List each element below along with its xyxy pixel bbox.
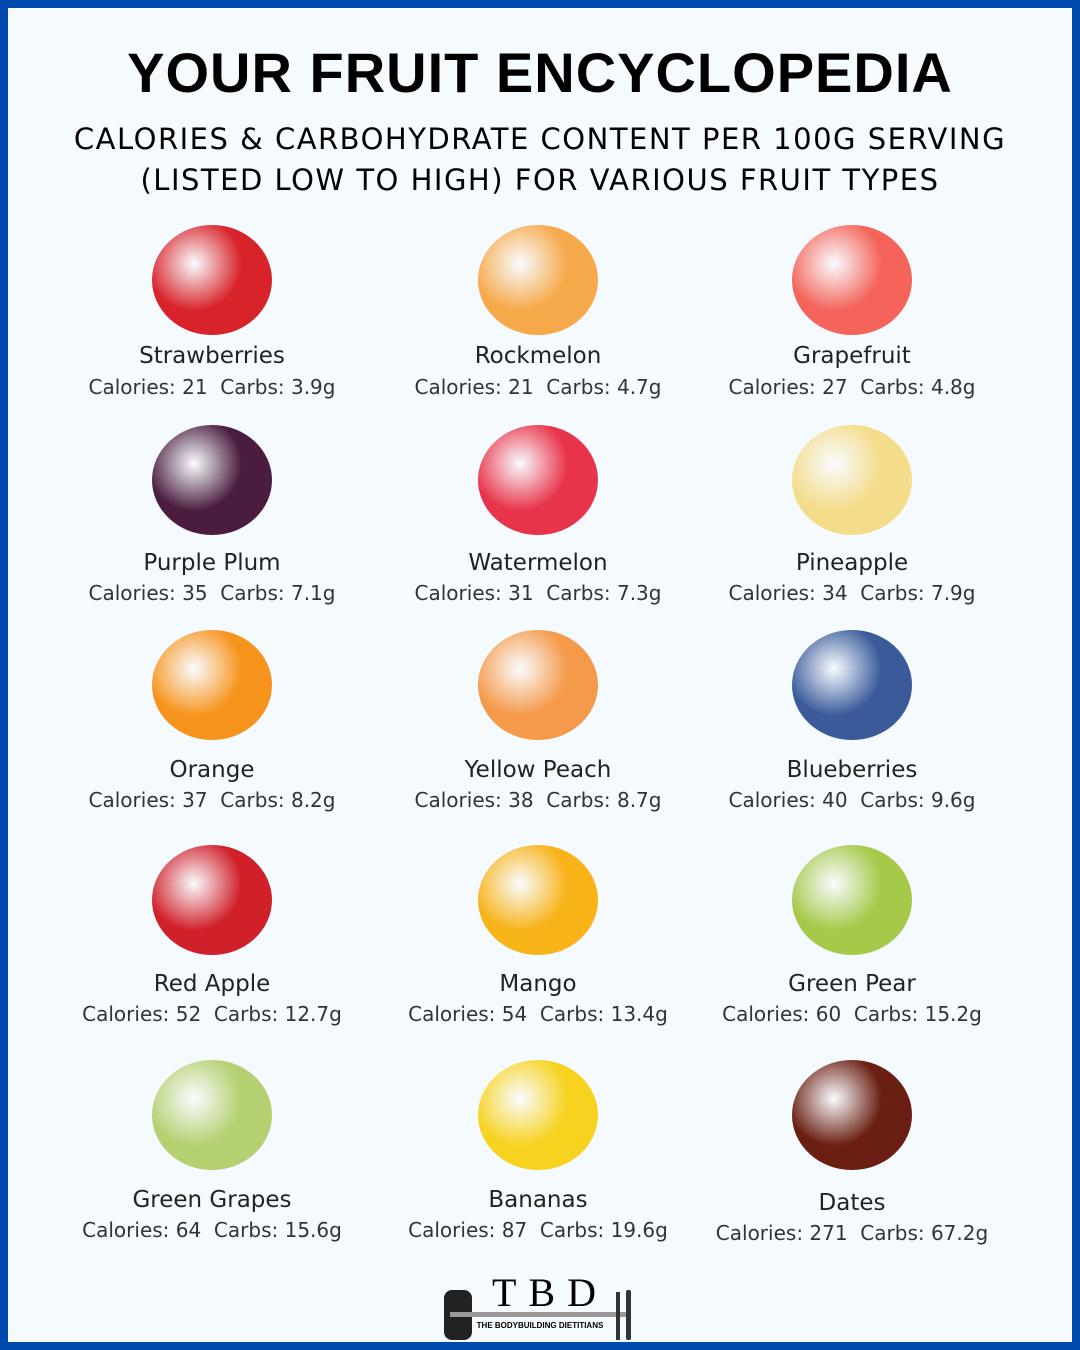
fruit-nutrition: Calories: 35 Carbs: 7.1g	[88, 581, 336, 605]
mango-icon	[478, 845, 598, 955]
page-title: YOUR FRUIT ENCYCLOPEDIA	[127, 41, 953, 104]
plum-icon	[152, 425, 272, 535]
watermelon-icon	[478, 425, 598, 535]
grapes-icon	[152, 1060, 272, 1170]
fruit-name: Pineapple	[795, 550, 909, 576]
fruit-nutrition: Calories: 21 Carbs: 3.9g	[88, 375, 336, 399]
fruit-name: Green Grapes	[132, 1187, 292, 1213]
fruit-nutrition: Calories: 271 Carbs: 67.2g	[715, 1221, 989, 1245]
barbell-bar-icon	[450, 1312, 630, 1317]
apple-icon	[152, 845, 272, 955]
fruit-name: Orange	[169, 757, 255, 783]
fruit-nutrition: Calories: 64 Carbs: 15.6g	[82, 1218, 342, 1242]
dates-icon	[792, 1060, 912, 1170]
fruit-nutrition: Calories: 31 Carbs: 7.3g	[414, 581, 662, 605]
orange-icon	[152, 630, 272, 740]
pineapple-icon	[792, 425, 912, 535]
peach-icon	[478, 630, 598, 740]
fruit-name: Green Pear	[788, 971, 916, 997]
fruit-nutrition: Calories: 21 Carbs: 4.7g	[414, 375, 662, 399]
rockmelon-icon	[478, 225, 598, 335]
fruit-nutrition: Calories: 54 Carbs: 13.4g	[408, 1002, 668, 1026]
fruit-name: Mango	[499, 971, 577, 997]
fruit-name: Watermelon	[468, 550, 608, 576]
tbd-logo: TBD THE BODYBUILDING DIETITIANS	[444, 1272, 631, 1340]
fruit-nutrition: Calories: 52 Carbs: 12.7g	[82, 1002, 342, 1026]
blueberries-icon	[792, 630, 912, 740]
strawberry-icon	[152, 225, 272, 335]
fruit-name: Yellow Peach	[464, 757, 612, 783]
fruit-name: Blueberries	[786, 757, 918, 783]
fruit-nutrition: Calories: 34 Carbs: 7.9g	[728, 581, 976, 605]
fruit-name: Red Apple	[153, 971, 271, 997]
subtitle-line-2: (LISTED LOW TO HIGH) FOR VARIOUS FRUIT T…	[140, 163, 940, 197]
fruit-nutrition: Calories: 40 Carbs: 9.6g	[728, 788, 976, 812]
fruit-name: Strawberries	[139, 343, 285, 369]
fruit-nutrition: Calories: 27 Carbs: 4.8g	[728, 375, 976, 399]
banana-icon	[478, 1060, 598, 1170]
logo-tagline: THE BODYBUILDING DIETITIANS	[477, 1321, 604, 1330]
fruit-nutrition: Calories: 60 Carbs: 15.2g	[722, 1002, 982, 1026]
fork-icon	[616, 1292, 620, 1340]
fruit-nutrition: Calories: 87 Carbs: 19.6g	[408, 1218, 668, 1242]
fruit-name: Rockmelon	[474, 343, 602, 369]
subtitle-line-1: CALORIES & CARBOHYDRATE CONTENT PER 100G…	[73, 122, 1007, 156]
fruit-name: Grapefruit	[793, 343, 911, 369]
pear-icon	[792, 845, 912, 955]
fruit-name: Dates	[818, 1190, 886, 1216]
knife-icon	[626, 1290, 631, 1340]
fruit-name: Bananas	[488, 1187, 588, 1213]
fruit-nutrition: Calories: 37 Carbs: 8.2g	[88, 788, 336, 812]
fruit-name: Purple Plum	[143, 550, 281, 576]
grapefruit-icon	[792, 225, 912, 335]
logo-letters: TBD	[492, 1272, 608, 1315]
fruit-nutrition: Calories: 38 Carbs: 8.7g	[414, 788, 662, 812]
